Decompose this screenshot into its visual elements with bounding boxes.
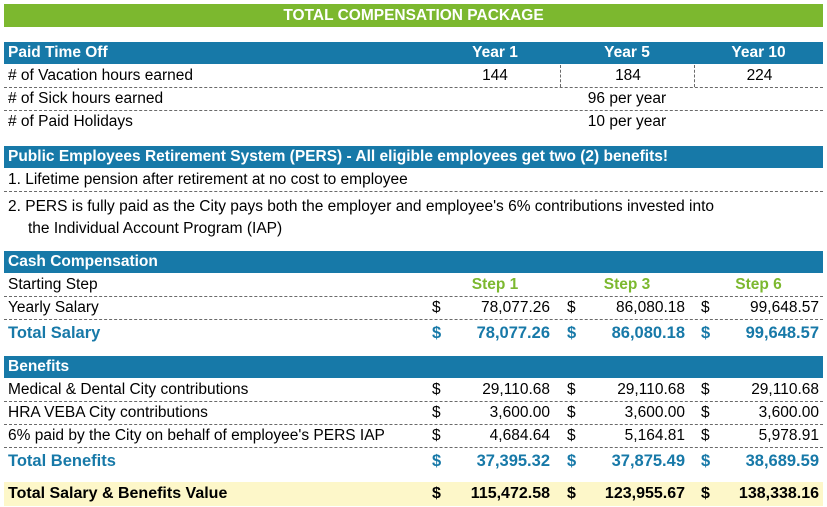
yearly-salary-step-6: 99,648.57 [750, 299, 819, 316]
total-benefits-row: Total Benefits $ 37,395.32 $ 37,875.49 $… [4, 449, 823, 473]
step-3-header: Step 3 [603, 276, 651, 293]
total-salary-step-3: 86,080.18 [611, 324, 685, 342]
page-title: TOTAL COMPENSATION PACKAGE [4, 4, 823, 27]
total-salary-label: Total Salary [8, 324, 101, 342]
step-1-header: Step 1 [471, 276, 519, 293]
pers-item-2: 2. PERS is fully paid as the City pays b… [4, 196, 823, 218]
currency-symbol: $ [701, 381, 710, 398]
benefit-value-step-1: 3,600.00 [489, 404, 550, 421]
cash-heading: Cash Compensation [8, 253, 158, 270]
starting-step-label: Starting Step [8, 276, 98, 293]
year-1-header: Year 1 [472, 44, 518, 61]
benefits-heading: Benefits [8, 358, 70, 375]
vacation-row: # of Vacation hours earned 144 184 224 [4, 65, 823, 88]
cash-header: Cash Compensation [4, 251, 823, 273]
currency-symbol: $ [701, 452, 711, 470]
currency-symbol: $ [432, 324, 442, 342]
total-salary-step-6: 99,648.57 [745, 324, 819, 342]
grand-total-row: Total Salary & Benefits Value $ 115,472.… [4, 482, 823, 506]
benefit-label: Medical & Dental City contributions [8, 381, 249, 398]
benefit-label: HRA VEBA City contributions [8, 404, 208, 421]
yearly-salary-label: Yearly Salary [8, 299, 99, 316]
sick-row: # of Sick hours earned 96 per year [4, 88, 823, 111]
currency-symbol: $ [432, 404, 441, 421]
currency-symbol: $ [567, 381, 576, 398]
pers-item-2-line-2: the Individual Account Program (IAP) [28, 220, 283, 237]
currency-symbol: $ [701, 427, 710, 444]
benefit-value-step-3: 5,164.81 [624, 427, 685, 444]
currency-symbol: $ [567, 299, 576, 316]
benefit-row-hra: HRA VEBA City contributions $ 3,600.00 $… [4, 402, 823, 425]
step-6-header: Step 6 [735, 276, 782, 293]
total-benefits-step-6: 38,689.59 [745, 452, 819, 470]
holidays-row: # of Paid Holidays 10 per year [4, 111, 823, 134]
currency-symbol: $ [432, 381, 441, 398]
currency-symbol: $ [567, 324, 577, 342]
currency-symbol: $ [567, 404, 576, 421]
total-salary-row: Total Salary $ 78,077.26 $ 86,080.18 $ 9… [4, 321, 823, 345]
year-10-header: Year 10 [731, 44, 786, 61]
currency-symbol: $ [432, 485, 441, 502]
benefit-row-pers-iap: 6% paid by the City on behalf of employe… [4, 425, 823, 448]
total-benefits-label: Total Benefits [8, 452, 116, 470]
starting-step-row: Starting Step Step 1 Step 3 Step 6 [4, 274, 823, 297]
currency-symbol: $ [701, 485, 710, 502]
pers-item-1-text: 1. Lifetime pension after retirement at … [8, 171, 408, 188]
currency-symbol: $ [701, 404, 710, 421]
sick-label: # of Sick hours earned [8, 90, 164, 107]
vacation-year-10: 224 [694, 65, 824, 87]
grand-total-step-3: 123,955.67 [604, 485, 685, 502]
pers-heading: Public Employees Retirement System (PERS… [8, 148, 669, 165]
currency-symbol: $ [432, 427, 441, 444]
total-salary-step-1: 78,077.26 [476, 324, 550, 342]
yearly-salary-step-3: 86,080.18 [616, 299, 685, 316]
sick-value: 96 per year [587, 90, 667, 107]
holidays-label: # of Paid Holidays [8, 113, 133, 130]
benefit-value-step-6: 5,978.91 [758, 427, 819, 444]
benefit-value-step-3: 29,110.68 [617, 381, 685, 398]
yearly-salary-row: Yearly Salary $ 78,077.26 $ 86,080.18 $ … [4, 297, 823, 320]
benefit-value-step-1: 29,110.68 [482, 381, 550, 398]
currency-symbol: $ [567, 485, 576, 502]
vacation-label: # of Vacation hours earned [8, 67, 193, 84]
yearly-salary-step-1: 78,077.26 [481, 299, 550, 316]
currency-symbol: $ [701, 299, 710, 316]
currency-symbol: $ [567, 452, 577, 470]
benefit-value-step-6: 3,600.00 [758, 404, 819, 421]
benefit-value-step-3: 3,600.00 [624, 404, 685, 421]
benefit-row-medical: Medical & Dental City contributions $ 29… [4, 379, 823, 402]
benefit-value-step-1: 4,684.64 [489, 427, 550, 444]
grand-total-label: Total Salary & Benefits Value [8, 485, 228, 502]
currency-symbol: $ [432, 299, 441, 316]
pers-item-1: 1. Lifetime pension after retirement at … [4, 169, 823, 192]
year-5-header: Year 5 [604, 44, 650, 61]
pers-item-2-cont: the Individual Account Program (IAP) [4, 218, 823, 240]
total-benefits-step-3: 37,875.49 [611, 452, 685, 470]
currency-symbol: $ [701, 324, 711, 342]
currency-symbol: $ [432, 452, 442, 470]
benefits-header: Benefits [4, 356, 823, 378]
grand-total-step-1: 115,472.58 [470, 485, 550, 502]
benefit-value-step-6: 29,110.68 [751, 381, 819, 398]
holidays-value: 10 per year [587, 113, 667, 130]
pto-heading: Paid Time Off [8, 44, 108, 61]
total-benefits-step-1: 37,395.32 [476, 452, 550, 470]
vacation-year-5: 184 [560, 65, 695, 87]
grand-total-step-6: 138,338.16 [738, 485, 819, 502]
currency-symbol: $ [567, 427, 576, 444]
benefit-label: 6% paid by the City on behalf of employe… [8, 427, 385, 444]
pers-item-2-line-1: 2. PERS is fully paid as the City pays b… [8, 198, 715, 215]
pto-header: Paid Time Off Year 1 Year 5 Year 10 [4, 42, 823, 64]
vacation-year-1: 144 [482, 67, 508, 84]
pers-header: Public Employees Retirement System (PERS… [4, 146, 823, 168]
